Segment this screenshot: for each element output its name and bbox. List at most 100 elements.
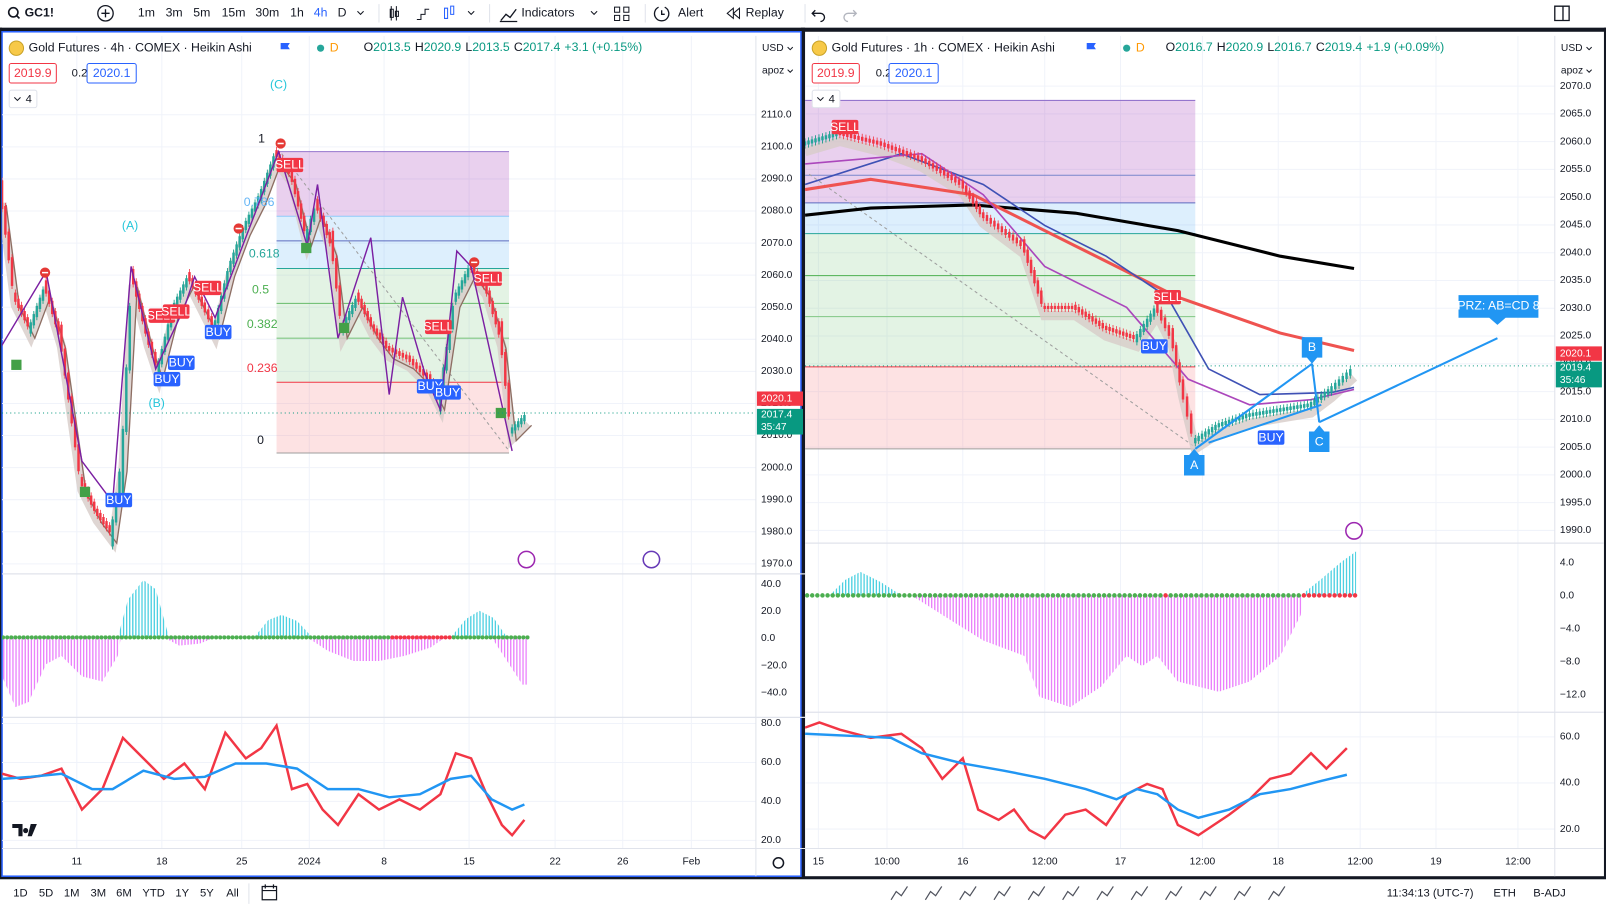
chart-type-icon[interactable] [389,6,399,21]
event-icon[interactable] [642,550,661,569]
zero-dot [897,593,902,598]
interval-button[interactable]: 5m [193,6,210,20]
unit-selector[interactable]: apoz [1561,65,1583,76]
chart-title[interactable]: Gold Futures · 1h · COMEX · Heikin Ashi [832,40,1055,54]
zero-dot [181,635,186,640]
candle [485,280,488,294]
redo-icon[interactable] [843,9,858,23]
drawing-tool-icon[interactable] [1096,886,1114,901]
event-icon[interactable] [517,550,536,569]
drawing-tool-icon[interactable] [1165,886,1183,901]
indicators-dropdown[interactable] [590,10,598,16]
candle [1313,399,1316,406]
candle [1094,318,1098,324]
range-button[interactable]: 5Y [200,888,214,900]
interval-button[interactable]: D [338,6,347,20]
candle [1063,305,1067,309]
date-range-icon[interactable] [261,884,278,901]
zero-dot [476,635,481,640]
indicators-button[interactable]: Indicators [521,6,574,20]
drawing-tool-icon[interactable] [1233,886,1252,901]
interval-button[interactable]: 30m [255,6,279,20]
candle [408,355,411,362]
drawing-tool-icon[interactable] [1062,886,1080,901]
oscillator-tick-label: 40.0 [761,579,781,590]
zero-dot [1112,593,1117,598]
candle [457,286,461,296]
time-tick-label: 10:00 [874,857,900,868]
interval-dropdown[interactable] [357,10,364,16]
candle [401,352,405,358]
drawing-tool-icon[interactable] [1267,886,1286,901]
candle [913,153,916,159]
chart-type-dropdown[interactable] [467,10,475,16]
candle [928,160,931,167]
range-button[interactable]: 1Y [175,888,189,900]
zero-dot [1291,593,1296,598]
drawing-tool-icon[interactable] [993,886,1011,901]
range-button[interactable]: All [226,888,239,900]
currency-selector[interactable]: USD [1561,43,1583,54]
range-button[interactable]: 1M [64,888,80,900]
bid-box[interactable] [811,63,860,84]
candle [1156,302,1159,313]
interval-button[interactable]: 15m [222,6,246,20]
range-button[interactable]: 6M [116,888,132,900]
unit-selector[interactable]: apoz [762,65,784,76]
interval-button[interactable]: 4h [314,6,328,20]
compare-button[interactable] [97,4,114,22]
price-tick-label: 1990.0 [761,494,793,505]
event-icon[interactable] [1345,521,1364,540]
adjustment-toggle[interactable]: B-ADJ [1533,888,1566,900]
chart-type-icon[interactable] [416,8,430,20]
candle [269,164,272,176]
replay-button[interactable]: Replay [746,6,785,20]
chart-title[interactable]: Gold Futures · 4h · COMEX · Heikin Ashi [29,40,252,54]
candle [1185,396,1189,417]
layouts-icon[interactable] [614,6,630,22]
drawing-tool-icon[interactable] [1027,886,1046,901]
candle [1043,305,1046,309]
price-tick-label: 2030.0 [761,366,793,377]
zero-dot [968,593,974,598]
range-button[interactable]: 3M [91,888,107,900]
moving-average [805,152,1355,396]
candle [957,179,961,185]
layout-panel-icon[interactable] [1554,5,1570,22]
drawing-tool-icon[interactable] [959,886,977,901]
drawing-tool-icon[interactable] [1130,886,1149,901]
range-button[interactable]: 5D [39,888,53,900]
interval-button[interactable]: 3m [166,6,183,20]
chart-type-active-icon[interactable] [444,5,455,19]
indicators-toggle[interactable] [811,89,841,109]
zero-dot [1071,593,1076,598]
currency-dropdown [787,46,794,51]
candle [35,305,39,318]
candle [7,231,10,261]
candle [14,292,17,302]
interval-button[interactable]: 1h [290,6,304,20]
indicators-toggle[interactable] [8,89,38,109]
candle [807,140,810,145]
zero-dot [1132,593,1138,598]
alert-button[interactable]: Alert [678,6,704,20]
candle [939,167,942,174]
drawing-tool-icon[interactable] [1199,886,1217,901]
bid-box[interactable] [8,63,57,84]
range-button[interactable]: YTD [142,888,164,900]
ask-box[interactable] [888,63,939,84]
candle [411,358,415,366]
ask-box[interactable] [86,63,137,84]
symbol[interactable]: GC1! [25,6,54,20]
currency-selector[interactable]: USD [762,43,784,54]
settings-icon[interactable] [772,856,785,869]
drawing-tool-icon[interactable] [924,886,943,901]
interval-button[interactable]: 1m [138,6,155,20]
compare-plus [101,9,110,18]
candle [157,361,160,377]
drawing-tool-icon[interactable] [890,886,908,901]
undo-icon[interactable] [811,9,826,23]
session-toggle[interactable]: ETH [1493,888,1515,900]
range-button[interactable]: 1D [13,888,27,900]
signal-label: BUY [169,356,194,370]
